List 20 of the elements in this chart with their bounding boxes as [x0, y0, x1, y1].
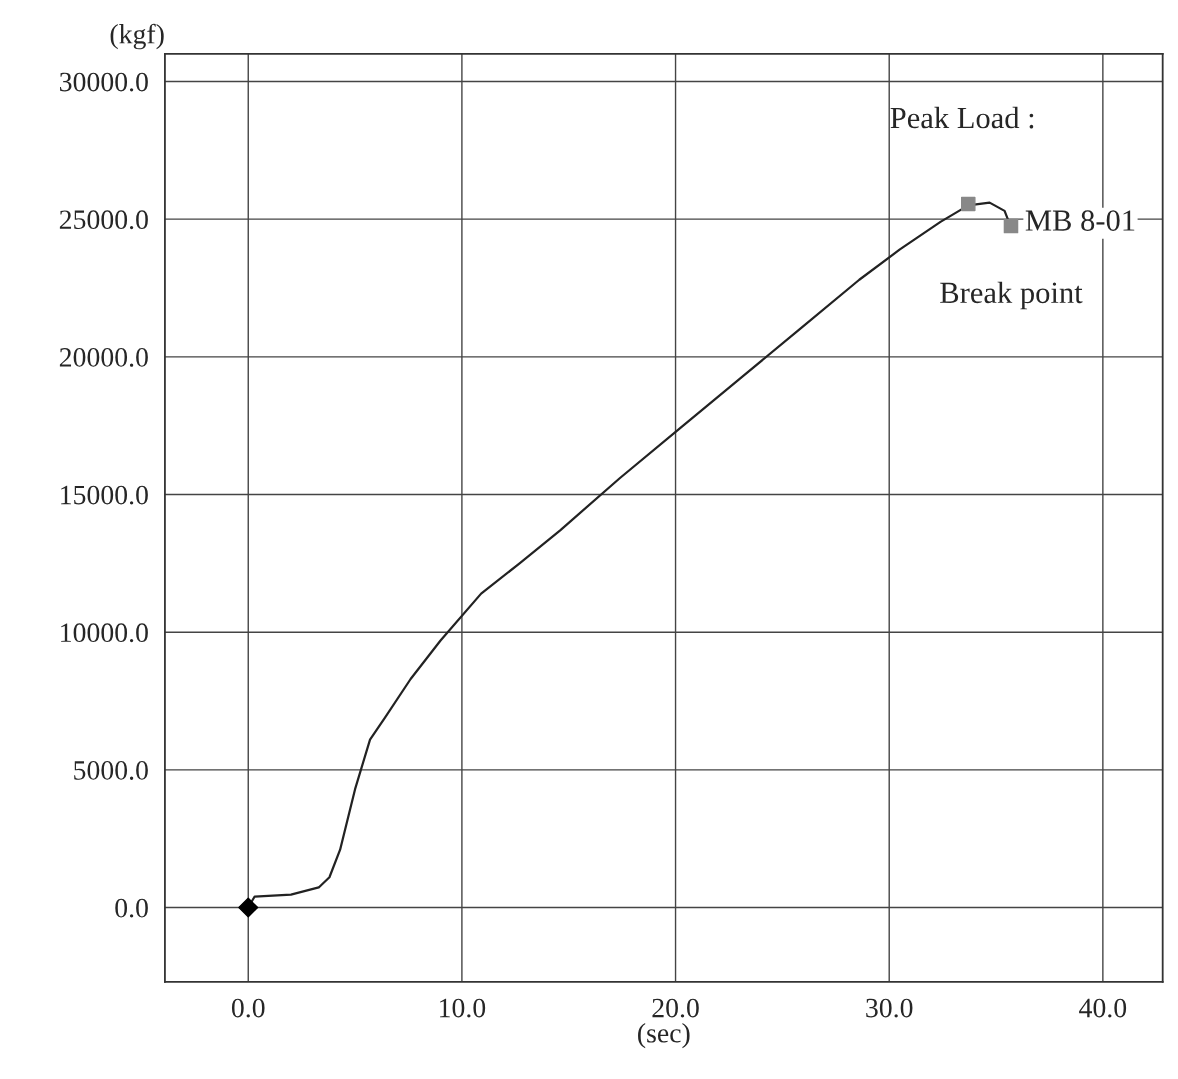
y-axis-title: (kgf)	[110, 23, 164, 50]
x-tick-label: 30.0	[866, 998, 913, 1018]
point	[1003, 218, 1019, 234]
y-tick-label: 15000.0	[61, 485, 148, 505]
point	[960, 196, 976, 212]
annotation: Peak Load :	[890, 106, 1034, 129]
x-tick-label: 10.0	[440, 998, 486, 1018]
y-tick-label: 0.0	[115, 898, 148, 918]
y-tick-label: 30000.0	[60, 72, 148, 92]
x-axis-title: (sec)	[638, 1023, 690, 1049]
y-tick-label: 10000.0	[61, 623, 148, 643]
y-tick-label: 20000.0	[59, 348, 148, 367]
series-label: MB 8-01	[1025, 210, 1135, 231]
point	[238, 897, 259, 918]
annotation: Break point	[940, 281, 1083, 310]
x-tick-label: 40.0	[1079, 998, 1127, 1018]
x-tick-label: 0.0	[231, 998, 265, 1018]
y-tick-label: 25000.0	[59, 210, 148, 230]
x-tick-label: 20.0	[652, 998, 699, 1018]
y-tick-label: 5000.0	[74, 761, 148, 780]
